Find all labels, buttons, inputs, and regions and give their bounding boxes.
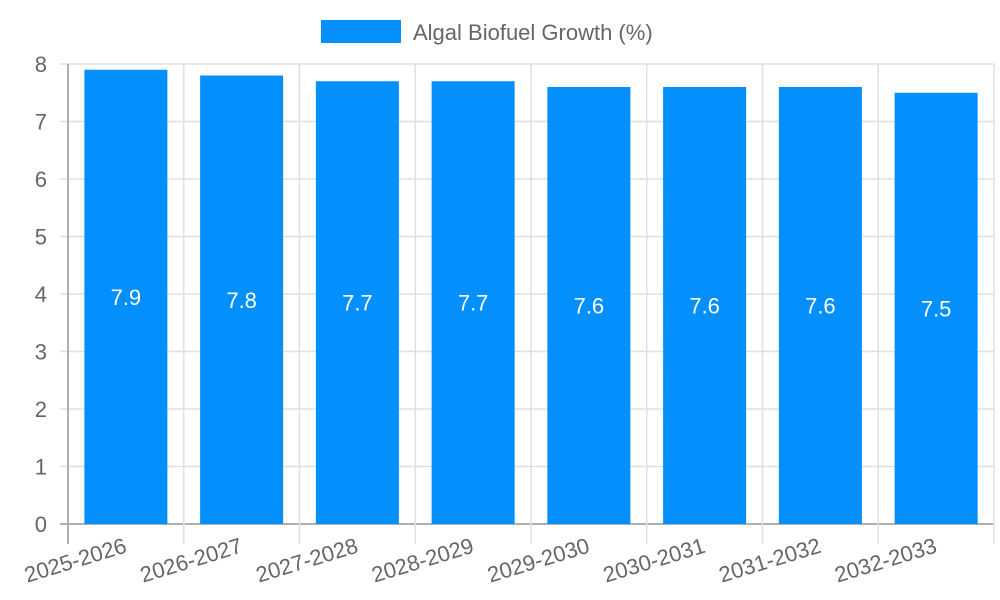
legend[interactable]: Algal Biofuel Growth (%) xyxy=(321,20,653,45)
bars: 7.9 7.8 7.7 7.7 7.6 7.6 7.6 7.5 xyxy=(84,69,978,525)
bar-value-label: 7.7 xyxy=(342,291,373,316)
x-tick-label: 2028-2029 xyxy=(369,533,477,588)
bar-value-label: 7.6 xyxy=(689,294,720,319)
bar-value-label: 7.8 xyxy=(226,288,257,313)
y-tick-label: 0 xyxy=(35,512,47,537)
bar[interactable] xyxy=(315,81,399,524)
bar-value-label: 7.5 xyxy=(921,296,952,321)
bar[interactable] xyxy=(200,75,284,525)
y-tick-label: 4 xyxy=(35,282,47,307)
y-tick-label: 1 xyxy=(35,455,47,480)
bar-value-label: 7.6 xyxy=(574,294,605,319)
bar[interactable] xyxy=(894,92,978,524)
y-tick-label: 8 xyxy=(35,52,47,77)
y-tick-label: 6 xyxy=(35,167,47,192)
y-tick-label: 7 xyxy=(35,110,47,135)
y-tick-label: 5 xyxy=(35,225,47,250)
y-tick-label: 2 xyxy=(35,397,47,422)
x-tick-label: 2032-2033 xyxy=(832,533,940,588)
bar[interactable] xyxy=(663,87,747,524)
x-axis: 2025-2026 2026-2027 2027-2028 2028-2029 2029… xyxy=(21,533,939,588)
y-axis: 0 1 2 3 4 5 6 7 8 xyxy=(35,52,47,537)
bar-value-label: 7.7 xyxy=(458,291,489,316)
x-tick-label: 2027-2028 xyxy=(253,533,361,588)
legend-label: Algal Biofuel Growth (%) xyxy=(413,20,653,45)
x-tick-label: 2030-2031 xyxy=(600,533,708,588)
x-tick-label: 2025-2026 xyxy=(21,533,129,588)
x-tick-label: 2031-2032 xyxy=(716,533,824,588)
y-tick-label: 3 xyxy=(35,340,47,365)
bar[interactable] xyxy=(431,81,515,524)
bar-value-label: 7.9 xyxy=(111,285,142,310)
x-tick-label: 2029-2030 xyxy=(484,533,592,588)
bar[interactable] xyxy=(547,87,631,524)
bar-value-label: 7.6 xyxy=(805,294,836,319)
bar[interactable] xyxy=(84,69,168,524)
x-tick-label: 2026-2027 xyxy=(137,533,245,588)
bar[interactable] xyxy=(778,87,862,524)
legend-swatch xyxy=(321,20,401,43)
